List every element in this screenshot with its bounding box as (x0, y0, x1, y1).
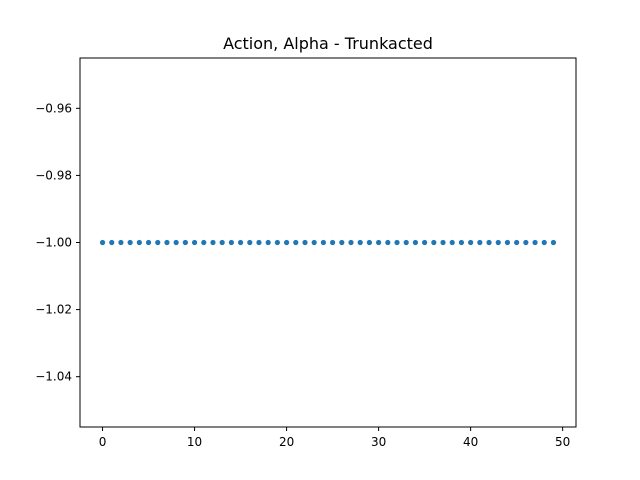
data-point (348, 239, 354, 246)
x-axis: 0 10 20 30 40 50 (99, 427, 570, 449)
data-point (376, 239, 382, 246)
data-point (274, 239, 280, 246)
data-point (320, 239, 326, 246)
data-point (191, 239, 198, 246)
x-tick-label: 50 (555, 435, 570, 449)
y-tick-label: −1.04 (35, 370, 72, 384)
data-point (127, 239, 133, 246)
data-point (477, 239, 483, 246)
data-point (219, 239, 225, 246)
data-point (385, 239, 391, 246)
data-point (256, 239, 262, 246)
data-point (431, 239, 437, 246)
data-point (293, 239, 299, 246)
y-tick-label: −1.00 (35, 236, 72, 250)
data-point (118, 239, 124, 246)
data-point (486, 239, 492, 246)
y-tick-label: −0.98 (35, 168, 72, 182)
data-point (237, 239, 244, 246)
data-point (449, 239, 455, 246)
data-point (201, 239, 207, 246)
data-point (339, 239, 345, 246)
data-point (228, 239, 234, 246)
data-point (541, 239, 547, 246)
data-point (173, 239, 179, 246)
data-point (247, 239, 253, 246)
data-point (99, 239, 106, 246)
data-point (145, 239, 152, 246)
data-point (311, 239, 317, 246)
data-point (265, 239, 271, 246)
data-point (514, 239, 520, 246)
y-tick-label: −0.96 (35, 101, 72, 115)
x-tick-label: 10 (187, 435, 202, 449)
data-point (210, 239, 216, 246)
plot-area-frame (79, 57, 577, 428)
y-axis: −0.96 −0.98 −1.00 −1.02 −1.04 (35, 101, 80, 384)
data-point (550, 239, 557, 246)
data-point (523, 239, 529, 246)
x-tick-label: 30 (371, 435, 386, 449)
data-point (366, 239, 373, 246)
data-point (504, 239, 511, 246)
data-point (412, 239, 419, 246)
data-point (468, 239, 474, 246)
data-point (357, 239, 363, 246)
data-point (403, 239, 409, 246)
data-point (136, 239, 142, 246)
chart-title: Action, Alpha - Trunkacted (223, 34, 433, 53)
data-point (532, 239, 538, 246)
data-point (458, 239, 465, 246)
x-tick-label: 0 (99, 435, 107, 449)
data-point (394, 239, 400, 246)
data-point (440, 239, 446, 246)
x-tick-label: 40 (463, 435, 478, 449)
data-point (164, 239, 170, 246)
data-point (283, 239, 290, 246)
data-point (302, 239, 308, 246)
data-point (109, 239, 115, 246)
data-point (182, 239, 188, 246)
y-tick-label: −1.02 (35, 303, 72, 317)
data-point (495, 239, 501, 246)
data-points (99, 239, 557, 246)
data-point (155, 239, 161, 246)
data-point (422, 239, 428, 246)
x-tick-label: 20 (279, 435, 294, 449)
data-point (330, 239, 336, 246)
